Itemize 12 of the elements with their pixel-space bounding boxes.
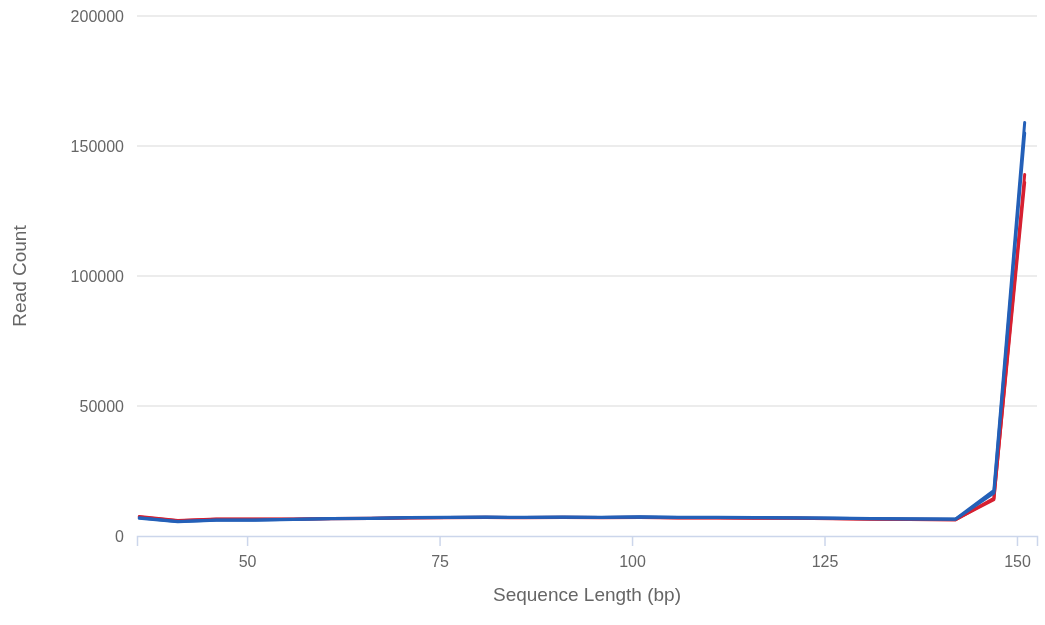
x-tick-label: 50 xyxy=(238,552,257,570)
y-tick-label: 150000 xyxy=(70,137,125,155)
y-tick-label: 0 xyxy=(115,527,125,545)
x-tick-label: 75 xyxy=(431,552,450,570)
y-tick-label: 200000 xyxy=(70,7,125,25)
y-tick-label: 50000 xyxy=(79,397,125,415)
x-axis-title: Sequence Length (bp) xyxy=(492,584,682,605)
x-tick-label: 125 xyxy=(811,552,839,570)
x-tick-label: 100 xyxy=(619,552,646,570)
x-tick-label: 150 xyxy=(1004,552,1031,570)
y-axis-title: Read Count xyxy=(9,224,30,327)
y-tick-label: 100000 xyxy=(70,267,125,285)
